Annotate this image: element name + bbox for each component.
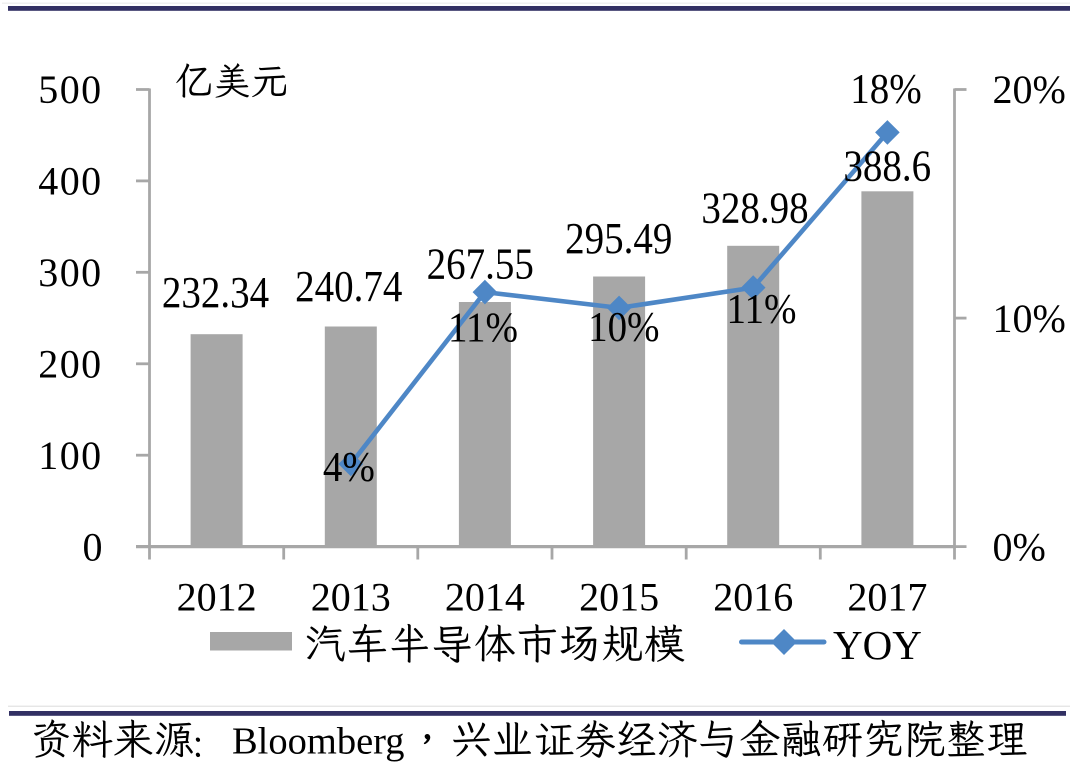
- svg-text:100: 100: [38, 433, 102, 478]
- svg-text:295.49: 295.49: [565, 215, 672, 264]
- svg-text:200: 200: [38, 342, 102, 387]
- svg-text:2014: 2014: [445, 575, 525, 620]
- svg-text:10%: 10%: [993, 296, 1066, 341]
- svg-text:2013: 2013: [311, 575, 391, 620]
- svg-text:0%: 0%: [993, 524, 1046, 569]
- svg-text:20%: 20%: [993, 67, 1066, 112]
- svg-text:328.98: 328.98: [701, 184, 808, 233]
- svg-text:232.34: 232.34: [162, 269, 269, 318]
- svg-text:2016: 2016: [713, 575, 793, 620]
- svg-text:500: 500: [38, 67, 102, 112]
- svg-text:300: 300: [38, 250, 102, 295]
- svg-text:11%: 11%: [726, 286, 796, 333]
- svg-text:10%: 10%: [588, 304, 659, 351]
- svg-text:2015: 2015: [579, 575, 659, 620]
- svg-text:Bloomberg: Bloomberg: [232, 721, 405, 763]
- svg-text:388.6: 388.6: [843, 142, 931, 191]
- svg-text:400: 400: [38, 159, 102, 204]
- svg-text:240.74: 240.74: [295, 263, 402, 312]
- svg-text:2017: 2017: [847, 575, 927, 620]
- svg-text:267.55: 267.55: [427, 240, 534, 289]
- svg-text:18%: 18%: [850, 66, 921, 113]
- svg-text:YOY: YOY: [833, 622, 922, 668]
- svg-text:4%: 4%: [323, 443, 375, 490]
- svg-text:11%: 11%: [448, 304, 518, 351]
- svg-text:0: 0: [83, 524, 103, 569]
- svg-text:2012: 2012: [177, 575, 257, 620]
